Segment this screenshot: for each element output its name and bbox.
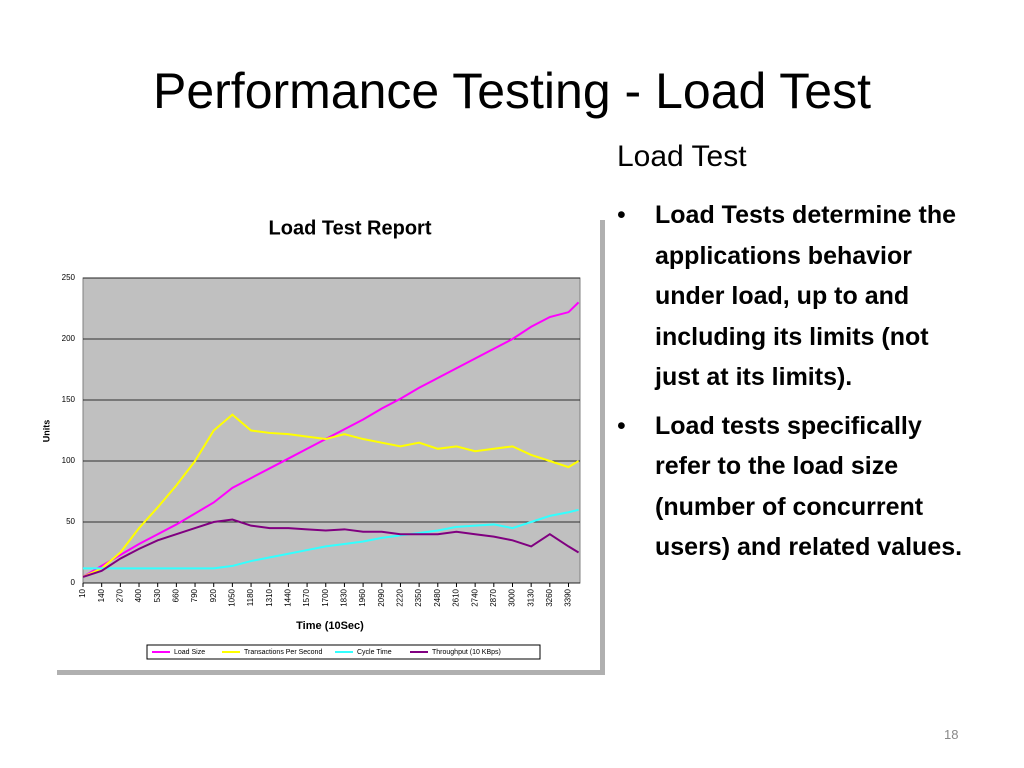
series-line xyxy=(83,508,579,570)
plot-area xyxy=(82,277,581,584)
heading: Load Test xyxy=(617,140,747,173)
y-tick-label: 50 xyxy=(66,517,75,526)
series-line xyxy=(82,518,580,578)
x-tick-label: 1310 xyxy=(265,588,274,606)
x-tick-label: 2350 xyxy=(414,588,423,606)
x-tick-label: 1440 xyxy=(284,588,293,606)
x-tick-label: 2480 xyxy=(433,588,442,606)
chart: Load Test Report Time (10Sec) Units 0 50 1… xyxy=(41,217,605,675)
series-line xyxy=(82,413,580,578)
bullet-list: Load Tests determine the applications be… xyxy=(617,195,977,576)
x-tick-label: 790 xyxy=(190,588,199,602)
x-tick-label: 2090 xyxy=(377,588,386,606)
x-tick-label: 2220 xyxy=(396,588,405,606)
legend-label: Load Size xyxy=(174,649,205,656)
x-tick-label: 1570 xyxy=(302,588,311,606)
bullet: Load Tests determine the applications be… xyxy=(617,195,977,398)
page-number: 18 xyxy=(944,727,959,742)
y-tick-label: 200 xyxy=(62,334,76,343)
x-tick-label: 400 xyxy=(134,588,143,602)
x-tick-label: 1180 xyxy=(246,588,255,606)
x-tick-label: 1700 xyxy=(321,588,330,606)
x-tick-label: 3130 xyxy=(526,588,535,606)
bullet: Load tests specifically refer to the loa… xyxy=(617,406,977,568)
slide-title: Performance Testing - Load Test xyxy=(153,63,871,119)
x-tick-label: 10 xyxy=(78,588,87,597)
y-axis-label: Units xyxy=(41,420,51,443)
x-tick-label: 140 xyxy=(97,588,106,602)
x-axis-label: Time (10Sec) xyxy=(296,620,364,632)
x-tick-label: 530 xyxy=(153,588,162,602)
x-tick-label: 660 xyxy=(171,588,180,602)
x-tick-label: 2610 xyxy=(452,588,461,606)
series-line xyxy=(82,301,580,578)
x-tick-label: 270 xyxy=(115,588,124,602)
legend-label: Cycle Time xyxy=(357,649,392,656)
x-tick-label: 3260 xyxy=(545,588,554,606)
legend-label: Throughput (10 KBps) xyxy=(432,649,501,656)
x-tick-label: 1960 xyxy=(358,588,367,606)
x-tick-label: 2870 xyxy=(489,588,498,606)
y-tick-label: 0 xyxy=(71,578,76,587)
y-tick-label: 250 xyxy=(62,273,76,282)
legend-label: Transactions Per Second xyxy=(244,649,322,656)
x-tick-label: 1050 xyxy=(227,588,236,606)
x-tick-label: 3390 xyxy=(564,588,573,606)
y-tick-label: 100 xyxy=(62,456,76,465)
y-tick-label: 150 xyxy=(62,395,76,404)
x-tick-label: 3000 xyxy=(508,588,517,606)
x-tick-label: 1830 xyxy=(340,588,349,606)
x-tick-label: 920 xyxy=(209,588,218,602)
x-tick-label: 2740 xyxy=(470,588,479,606)
chart-title: Load Test Report xyxy=(269,217,432,239)
